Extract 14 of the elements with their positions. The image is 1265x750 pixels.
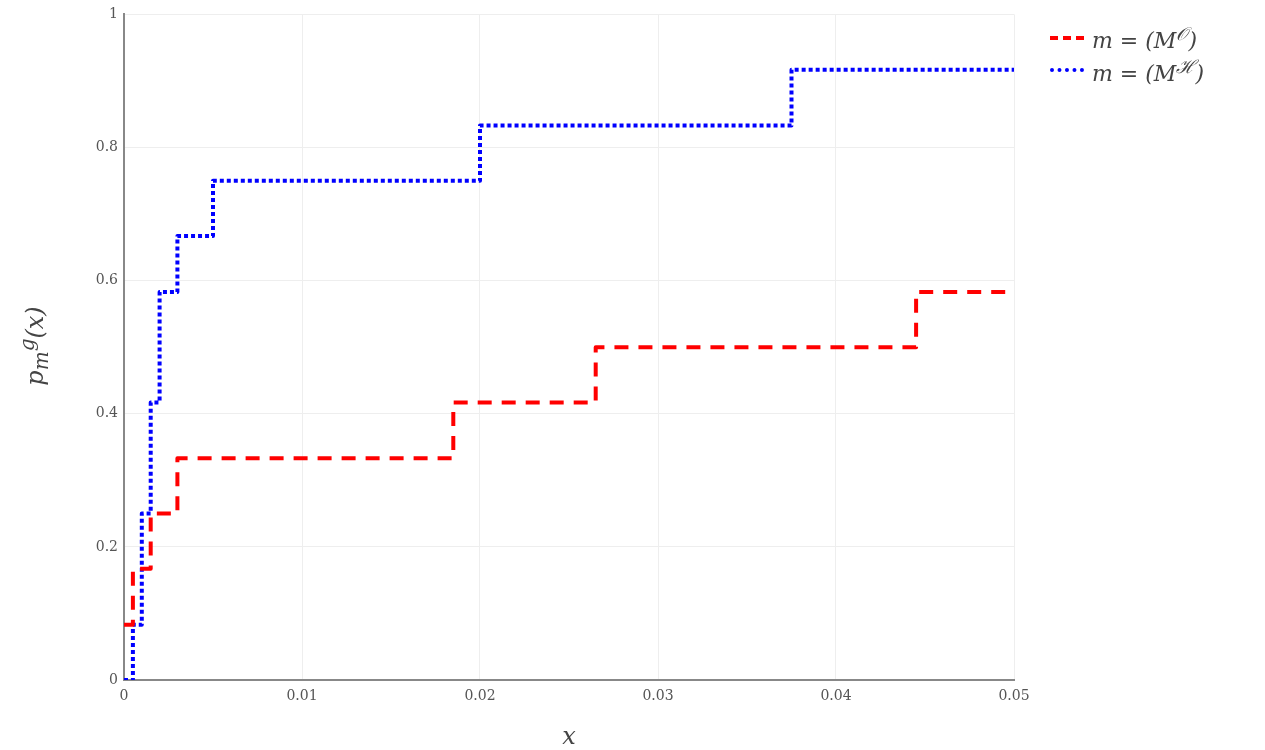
- x-tick-label: 0.04: [820, 687, 852, 704]
- y-tick-label: 0.8: [95, 138, 118, 155]
- y-tick-label: 0.4: [95, 404, 119, 421]
- legend-label: m = (M$^{ℋ}$): [1092, 55, 1204, 87]
- y-tick-label: 0.2: [95, 537, 118, 554]
- legend-label: m = (M$^{𝒪}$): [1092, 22, 1197, 54]
- x-axis-title: x: [562, 722, 576, 750]
- y-tick-label: 0: [109, 670, 118, 687]
- y-tick-label: 0.6: [95, 271, 119, 288]
- y-tick-label: 1: [109, 5, 118, 22]
- x-tick-label: 0.05: [998, 687, 1030, 704]
- x-tick-label: 0.03: [642, 687, 674, 704]
- x-tick-label: 0.02: [464, 687, 496, 704]
- x-tick-label: 0.01: [286, 687, 318, 704]
